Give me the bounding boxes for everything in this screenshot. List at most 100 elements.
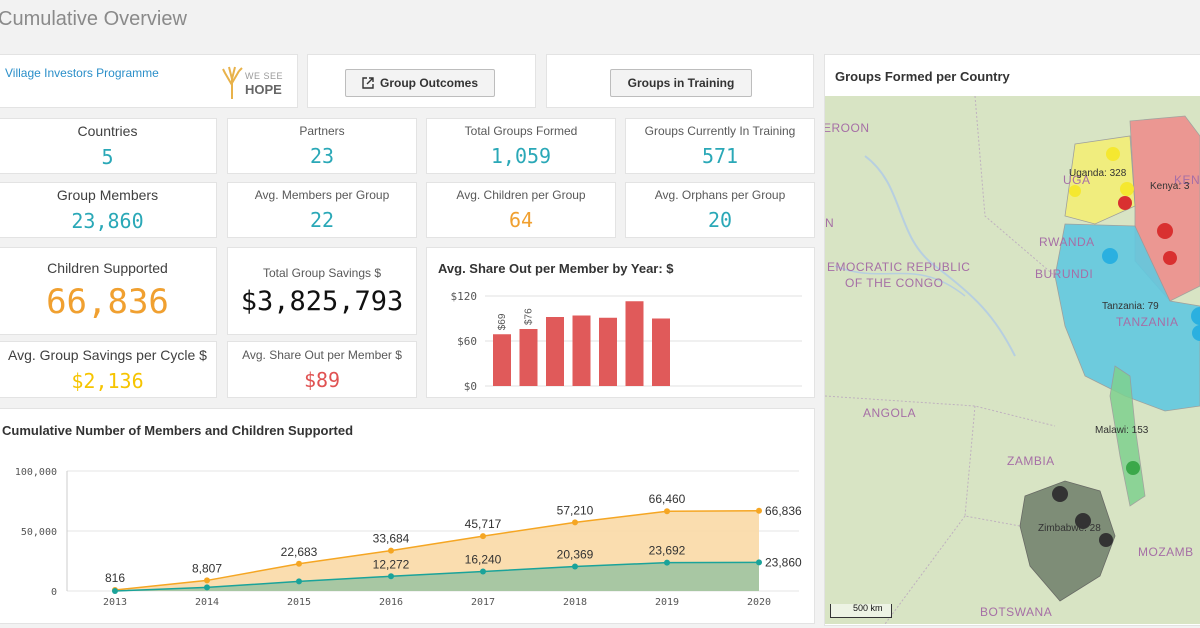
kpi-value: 20 (707, 208, 733, 232)
members-point (388, 573, 394, 580)
map-label-mozambique: MOZAMB (1138, 545, 1194, 559)
map-count-uganda: Uganda: 328 (1069, 168, 1127, 179)
share-out-chart-card: Avg. Share Out per Member by Year: $ $0 $… (426, 247, 815, 398)
map-title: Groups Formed per Country (835, 69, 1010, 84)
map-count-tanzania: Tanzania: 79 (1102, 301, 1159, 312)
map-label-rwanda: RWANDA (1039, 235, 1095, 249)
members-data-label: 23,860 (765, 555, 802, 569)
kpi-label: Total Group Savings $ (262, 265, 382, 280)
logo-text-top: WE SEE (245, 71, 284, 81)
groups-in-training-label: Groups in Training (627, 76, 735, 90)
kpi-value: 23 (309, 144, 335, 168)
kpi-label: Total Groups Formed (464, 124, 578, 138)
bar-data-label: $76 (524, 308, 535, 325)
children-point (204, 577, 210, 584)
kpi-value: 5 (101, 145, 114, 169)
children-data-label: 45,717 (465, 517, 502, 531)
bar (546, 317, 564, 386)
x-tick-label: 2013 (103, 597, 127, 608)
kpi-group-members: Group Members 23,860 (0, 182, 217, 238)
kpi-label: Group Members (56, 187, 159, 203)
map-count-malawi: Malawi: 153 (1095, 425, 1149, 436)
kpi-avg-savings-cycle: Avg. Group Savings per Cycle $ $2,136 (0, 341, 217, 398)
groups-in-training-button[interactable]: Groups in Training (610, 69, 752, 97)
members-point (664, 559, 670, 566)
cumulative-chart-title: Cumulative Number of Members and Childre… (2, 423, 354, 438)
kpi-value: $89 (303, 367, 341, 392)
map-label-tanzania: TANZANIA (1116, 315, 1179, 329)
bar (652, 318, 670, 386)
children-data-label: 33,684 (373, 532, 410, 546)
logo-text-bottom: HOPE (245, 82, 282, 97)
kpi-label: Avg. Group Savings per Cycle $ (8, 346, 207, 363)
members-data-label: 12,272 (373, 557, 410, 571)
y-tick-label: 50,000 (21, 527, 57, 538)
kpi-value: 1,059 (490, 144, 552, 168)
kpi-value: 23,860 (71, 209, 144, 233)
x-tick-label: 2018 (563, 597, 587, 608)
kpi-label: Avg. Share Out per Member $ (242, 347, 402, 362)
kpi-value: 64 (508, 208, 534, 232)
members-point (480, 568, 486, 575)
members-area (115, 562, 759, 591)
group-outcomes-label: Group Outcomes (379, 76, 478, 90)
kpi-value: 22 (309, 208, 335, 232)
kpi-avg-children: Avg. Children per Group 64 (426, 182, 616, 238)
page-title: Cumulative Overview (0, 8, 187, 30)
map-label-zambia: ZAMBIA (1007, 454, 1055, 468)
kpi-label: Groups Currently In Training (644, 124, 796, 138)
map-label-kenya: KENY (1174, 173, 1200, 187)
y-tick-label: $120 (451, 290, 478, 303)
map-label-botswana: BOTSWANA (980, 605, 1053, 619)
x-tick-label: 2015 (287, 597, 311, 608)
map-label-n: N (825, 216, 835, 230)
children-data-label: 816 (105, 571, 125, 585)
children-data-label: 66,836 (765, 504, 802, 518)
map-count-kenya: Kenya: 3 (1150, 181, 1190, 192)
children-data-label: 57,210 (557, 503, 594, 517)
y-tick-label: 100,000 (15, 467, 57, 478)
x-tick-label: 2016 (379, 597, 403, 608)
kpi-value: 66,836 (46, 282, 169, 322)
bar (519, 329, 538, 386)
kpi-avg-orphans: Avg. Orphans per Group 20 (625, 182, 815, 238)
bar (599, 317, 617, 386)
map-scale-bar: 500 km (830, 603, 892, 618)
children-point (388, 547, 394, 554)
children-point (572, 519, 578, 526)
children-data-label: 22,683 (281, 545, 318, 559)
children-data-label: 66,460 (649, 492, 686, 506)
x-tick-label: 2014 (195, 597, 219, 608)
children-point (756, 507, 762, 514)
members-point (112, 588, 118, 594)
group-outcomes-button[interactable]: Group Outcomes (345, 69, 495, 97)
kpi-partners: Partners 23 (227, 118, 417, 174)
kpi-countries: Countries 5 (0, 118, 217, 174)
cumulative-line-chart: 0 50,000 100,000 816 8,807 22,683 33,684 45,717… (15, 467, 802, 608)
members-point (572, 563, 578, 570)
bar-data-label: $69 (497, 313, 508, 330)
programme-link[interactable]: Village Investors Programme (5, 66, 159, 80)
share-out-bar-chart: $0 $60 $120 $69 $76 (451, 290, 802, 393)
kpi-value: $2,136 (71, 368, 144, 393)
map-label-drc-2: OF THE CONGO (845, 276, 944, 290)
map-label-angola: ANGOLA (863, 406, 917, 420)
y-tick-label: $0 (464, 380, 477, 393)
map-markers (1052, 147, 1200, 547)
groups-in-training-card: Groups in Training (546, 54, 814, 108)
kpi-total-groups: Total Groups Formed 1,059 (426, 118, 616, 174)
members-line (114, 561, 760, 592)
map-label-burundi: BURUNDI (1035, 267, 1094, 281)
kpi-label: Avg. Orphans per Group (654, 188, 786, 202)
programme-card: Village Investors Programme WE SEE HOPE (0, 54, 298, 108)
map-label-uganda: UGA (1063, 173, 1091, 187)
country-map[interactable]: EROON N EMOCRATIC REPUBLIC OF THE CONGO … (825, 96, 1200, 624)
bar (572, 315, 591, 386)
members-data-label: 23,692 (649, 544, 686, 558)
kpi-avg-members: Avg. Members per Group 22 (227, 182, 417, 238)
group-outcomes-card: Group Outcomes (307, 54, 536, 108)
x-tick-label: 2019 (655, 597, 679, 608)
y-tick-label: 0 (51, 587, 57, 598)
members-point (296, 578, 302, 585)
children-point (296, 560, 302, 567)
